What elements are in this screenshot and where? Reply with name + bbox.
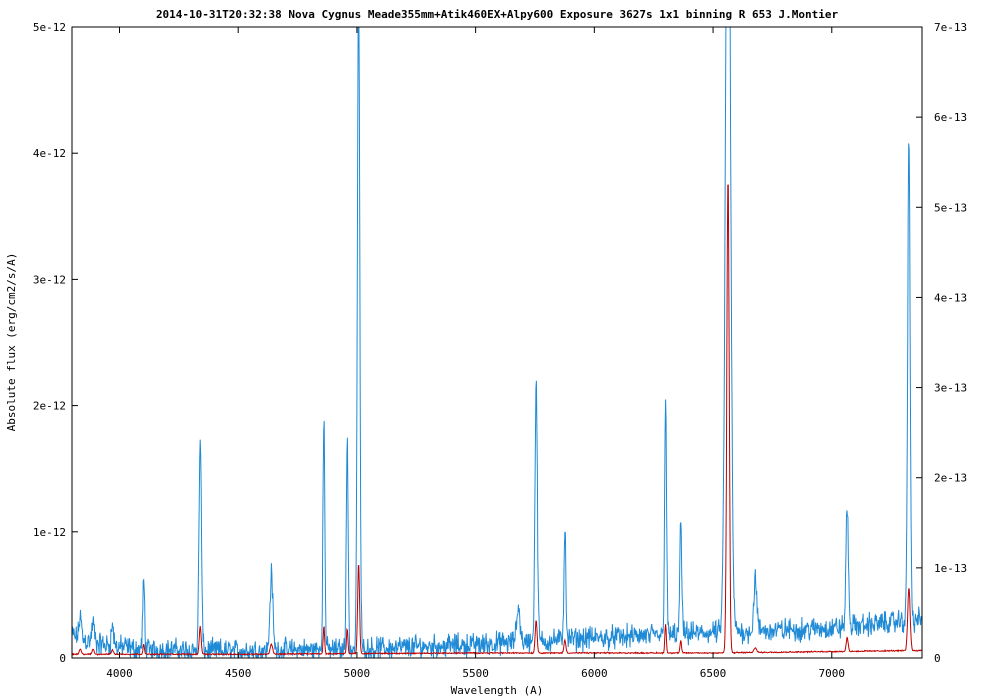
tick-marks — [72, 26, 922, 659]
plot-frame — [71, 26, 923, 659]
y-right-tick-label: 7e-13 — [934, 21, 967, 34]
y-right-tick-label: 6e-13 — [934, 111, 967, 124]
plot-lines — [72, 27, 922, 658]
y-left-tick-label: 3e-12 — [33, 273, 66, 286]
y-axis-label: Absolute flux (erg/cm2/s/A) — [5, 253, 18, 432]
x-tick-label: 4500 — [225, 667, 252, 680]
y-right-tick-label: 1e-13 — [934, 562, 967, 575]
x-tick-label: 5500 — [462, 667, 489, 680]
tick-labels: 4000 4500 5000 5500 6000 6500 7000 0 1e-12 2e-12 3… — [33, 21, 967, 680]
x-tick-label: 4000 — [106, 667, 133, 680]
y-left-tick-label: 2e-12 — [33, 400, 66, 413]
y-left-tick-label: 1e-12 — [33, 526, 66, 539]
y-right-tick-label: 4e-13 — [934, 291, 967, 304]
y-right-tick-label: 3e-13 — [934, 382, 967, 395]
y-right-tick-label: 0 — [934, 652, 941, 665]
y-left-tick-label: 5e-12 — [33, 21, 66, 34]
spectrum-series-1 — [72, 27, 922, 658]
y-right-tick-label: 2e-13 — [934, 472, 967, 485]
y-right-tick-label: 5e-13 — [934, 201, 967, 214]
spectrum-series-2 — [72, 184, 922, 656]
x-axis-label: Wavelength (A) — [451, 684, 544, 697]
y-left-tick-label: 0 — [59, 652, 66, 665]
x-tick-label: 5000 — [344, 667, 371, 680]
x-tick-label: 7000 — [819, 667, 846, 680]
x-tick-label: 6500 — [700, 667, 727, 680]
chart-title: 2014-10-31T20:32:38 Nova Cygnus Meade355… — [156, 8, 839, 21]
x-tick-label: 6000 — [581, 667, 608, 680]
y-left-tick-label: 4e-12 — [33, 147, 66, 160]
